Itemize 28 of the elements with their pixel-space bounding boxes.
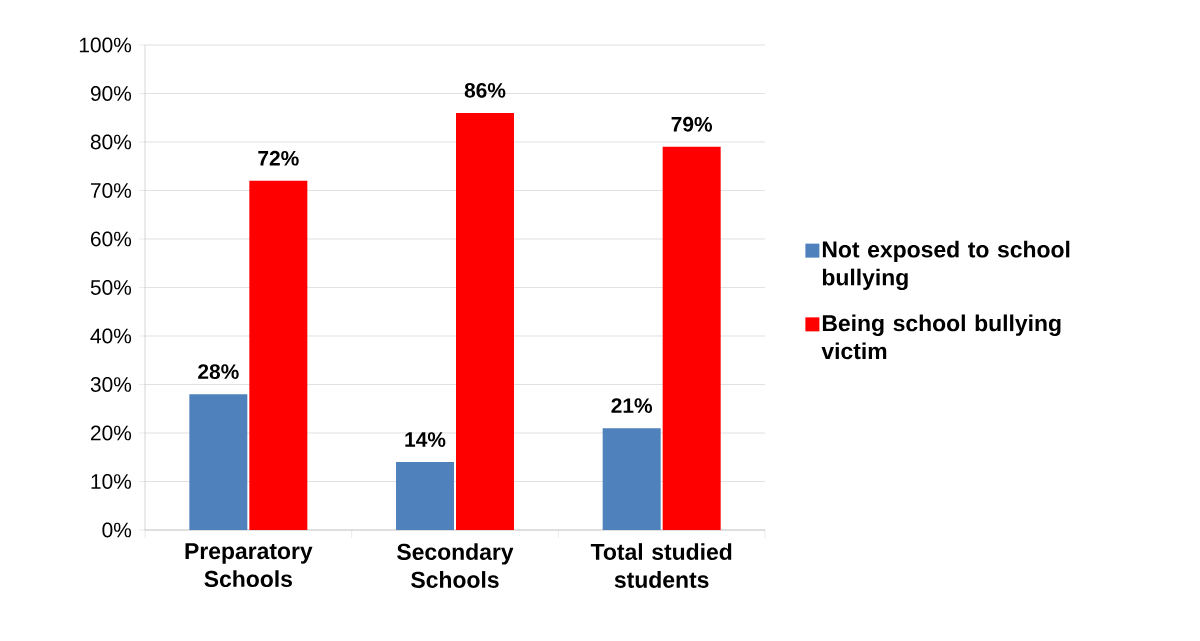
y-tick-label: 60% bbox=[91, 231, 132, 247]
bar bbox=[189, 394, 248, 530]
data-label: 14% bbox=[405, 432, 446, 447]
y-tick-label: 20% bbox=[91, 425, 132, 441]
y-tick-label: 70% bbox=[91, 183, 132, 198]
data-label: 86% bbox=[464, 82, 506, 98]
bar bbox=[396, 462, 455, 530]
data-label: 21% bbox=[611, 398, 653, 413]
y-tick-label: 10% bbox=[91, 474, 132, 489]
x-tick-label: Preparatory Schools bbox=[185, 543, 313, 588]
legend-label: Being school bullying victim bbox=[821, 314, 1061, 360]
y-tick-label: 40% bbox=[90, 328, 132, 344]
y-tick-label: 90% bbox=[90, 86, 132, 101]
data-label: 79% bbox=[671, 116, 713, 132]
x-tick-label: Total studied students bbox=[590, 543, 732, 588]
y-tick-label: 100% bbox=[79, 37, 132, 53]
bar bbox=[662, 146, 721, 530]
y-tick-label: 30% bbox=[90, 377, 132, 392]
legend-label: Not exposed to school bullying bbox=[822, 240, 1070, 291]
bar bbox=[249, 180, 308, 530]
y-tick-label: 0% bbox=[102, 522, 132, 538]
bar bbox=[602, 428, 661, 530]
x-tick-label: Secondary Schools bbox=[397, 543, 514, 588]
data-label: 72% bbox=[258, 150, 299, 166]
bar bbox=[456, 112, 514, 530]
y-tick-label: 50% bbox=[90, 280, 132, 295]
y-tick-label: 80% bbox=[90, 134, 132, 150]
data-label: 28% bbox=[198, 364, 239, 380]
